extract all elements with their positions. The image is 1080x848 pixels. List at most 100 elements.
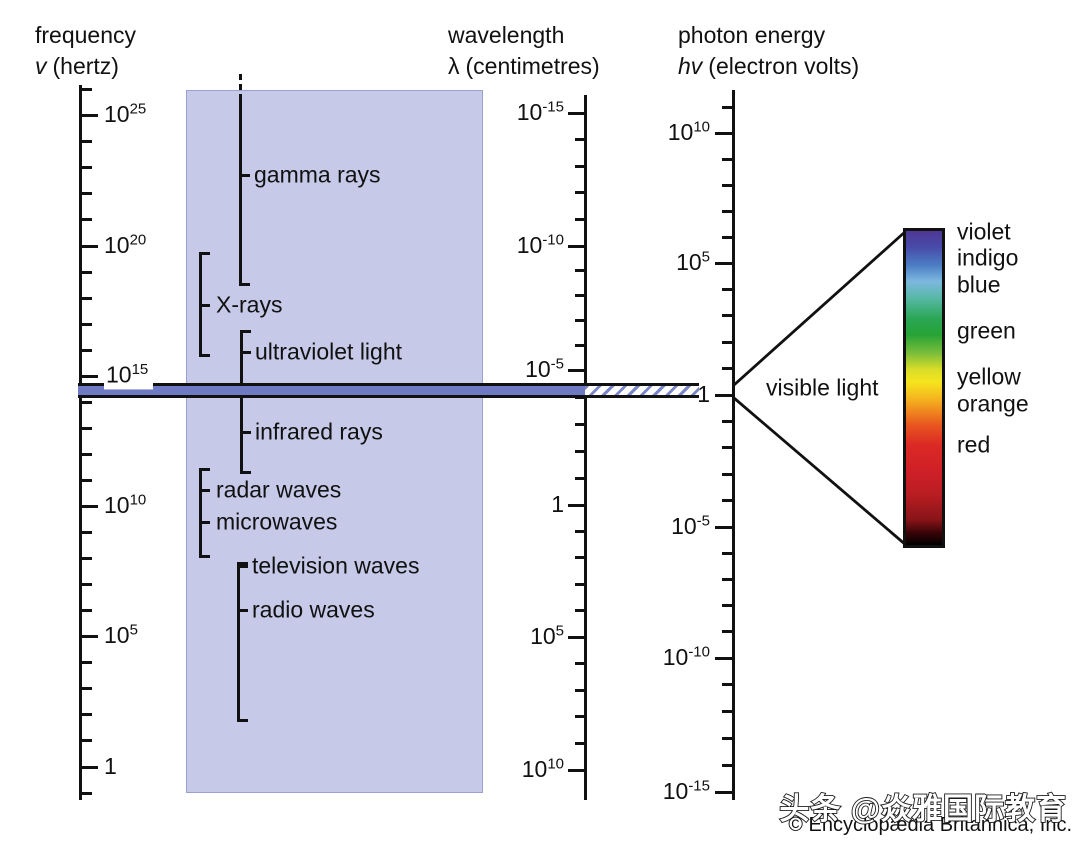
frequency-axis-tick-label: 1025	[104, 100, 147, 128]
wavelength-axis-minor-tick	[575, 294, 586, 298]
wavelength-axis-minor-tick	[575, 556, 586, 560]
wavelength-axis-minor-tick	[575, 422, 586, 426]
photon-energy-axis-minor-tick	[722, 630, 734, 634]
frequency-axis-minor-tick	[80, 139, 92, 143]
frequency-axis-minor-tick	[80, 739, 92, 743]
wavelength-axis-tick-label: 1010	[521, 755, 564, 783]
photon-title-line2: hv (electron volts)	[678, 51, 859, 82]
photon-energy-axis-tick-label: 105	[676, 248, 710, 276]
photon-energy-axis-minor-tick	[722, 736, 734, 740]
wavelength-title-line1: wavelength	[448, 22, 565, 48]
wavelength-axis-minor-tick	[575, 688, 586, 692]
frequency-axis-minor-tick	[80, 87, 92, 91]
color-label-blue: blue	[957, 271, 1001, 298]
wavelength-unit: (centimetres)	[465, 53, 600, 79]
frequency-axis-minor-tick	[80, 348, 92, 352]
frequency-axis-major-tick	[80, 504, 98, 508]
frequency-axis-minor-tick	[80, 686, 92, 690]
wavelength-axis-line	[584, 95, 587, 800]
visible-spectrum-colorbar	[903, 228, 945, 548]
photon-energy-axis-minor-tick	[722, 287, 734, 291]
photon-energy-axis-line	[732, 90, 735, 800]
photon-energy-axis-major-tick	[715, 656, 734, 660]
photon-symbol: hv	[678, 53, 703, 79]
photon-energy-axis-minor-tick	[722, 551, 734, 555]
frequency-axis-minor-tick	[80, 556, 92, 560]
wavelength-axis-major-tick	[568, 503, 586, 507]
copyright-text: © Encyclopædia Britannica, Inc.	[788, 814, 1072, 836]
frequency-unit: (hertz)	[52, 53, 119, 79]
photon-energy-axis-tick-label: 1	[697, 381, 710, 408]
radar-microwaves-bracket-foot-top	[199, 468, 210, 471]
photon-energy-axis-title: photon energy hv (electron volts)	[678, 20, 859, 82]
wavelength-axis-minor-tick	[575, 715, 586, 719]
gamma-rays-dashed-line	[239, 74, 242, 100]
frequency-axis-line	[79, 85, 82, 800]
frequency-axis-minor-tick	[80, 426, 92, 430]
radar-microwaves-label-tick	[199, 488, 210, 492]
photon-energy-axis-minor-tick	[722, 419, 734, 423]
tv-radio-label-tick	[237, 564, 248, 568]
wavelength-axis-major-tick	[568, 635, 586, 639]
wavelength-axis-tick-label: 10-10	[516, 231, 564, 259]
photon-energy-axis-minor-tick	[722, 472, 734, 476]
wavelength-symbol: λ	[448, 53, 460, 79]
wavelength-axis-minor-tick	[575, 343, 586, 347]
wavelength-axis-tick-label: 10-5	[525, 355, 564, 383]
gamma-rays-bracket-foot-bottom	[239, 283, 250, 286]
wavelength-axis-minor-tick	[575, 476, 586, 480]
radar-microwaves-bracket-line	[199, 468, 202, 558]
band-label-radar-waves: radar waves	[216, 476, 342, 503]
photon-energy-axis-tick-label: 10-15	[662, 777, 710, 805]
color-label-indigo: indigo	[957, 244, 1019, 271]
photon-energy-axis-major-tick	[715, 131, 734, 135]
frequency-axis-minor-tick	[80, 452, 92, 456]
wavelength-axis-minor-tick	[575, 217, 586, 221]
frequency-axis-minor-tick	[80, 296, 92, 300]
visible-light-band	[78, 383, 585, 398]
watermark-text: 头条 @焱雅国际教育	[779, 792, 1067, 827]
frequency-axis-minor-tick	[80, 582, 92, 586]
uv-infrared-label-tick	[240, 430, 251, 434]
frequency-axis-minor-tick	[80, 713, 92, 717]
photon-energy-axis-tick-label: 10-10	[662, 643, 710, 671]
wavelength-axis-major-tick	[568, 244, 586, 248]
frequency-axis-minor-tick	[80, 270, 92, 274]
photon-unit: (electron volts)	[708, 53, 860, 79]
frequency-axis-tick-label: 1010	[104, 491, 147, 519]
wavelength-axis-minor-tick	[575, 529, 586, 533]
frequency-axis-major-tick	[80, 765, 98, 769]
wavelength-axis-minor-tick	[575, 662, 586, 666]
frequency-axis-minor-tick	[80, 322, 92, 326]
frequency-axis-minor-tick	[80, 218, 92, 222]
photon-energy-axis-major-tick	[715, 525, 734, 529]
gamma-rays-label-tick	[239, 173, 250, 177]
photon-energy-axis-minor-tick	[722, 577, 734, 581]
wavelength-axis-major-tick	[568, 111, 586, 115]
frequency-axis-minor-tick	[80, 478, 92, 482]
frequency-axis-tick-label: 1015	[104, 361, 154, 390]
photon-energy-axis-minor-tick	[722, 314, 734, 318]
x-rays-label-tick	[199, 303, 210, 307]
photon-energy-axis-minor-tick	[722, 710, 734, 714]
band-label-ultraviolet-light: ultraviolet light	[255, 338, 403, 365]
visible-light-label: visible light	[766, 374, 879, 401]
color-label-yellow: yellow	[957, 363, 1021, 390]
photon-energy-axis-minor-tick	[722, 235, 734, 239]
frequency-symbol: v	[35, 53, 47, 79]
spectrum-band-background	[186, 90, 483, 793]
tv-radio-label-tick	[237, 608, 248, 612]
frequency-axis-tick-label: 1	[104, 753, 117, 780]
frequency-title-line2: v (hertz)	[35, 51, 136, 82]
photon-title-line1: photon energy	[678, 22, 826, 48]
frequency-axis-major-tick	[80, 244, 98, 248]
photon-energy-axis-tick-label: 10-5	[671, 512, 710, 540]
wavelength-axis-minor-tick	[575, 191, 586, 195]
uv-infrared-bracket-foot-bottom	[240, 471, 251, 474]
uv-infrared-bracket-foot-top	[240, 330, 251, 333]
color-label-red: red	[957, 431, 991, 458]
color-label-green: green	[957, 317, 1016, 344]
wavelength-axis-major-tick	[568, 768, 586, 772]
frequency-axis-minor-tick	[80, 165, 92, 169]
